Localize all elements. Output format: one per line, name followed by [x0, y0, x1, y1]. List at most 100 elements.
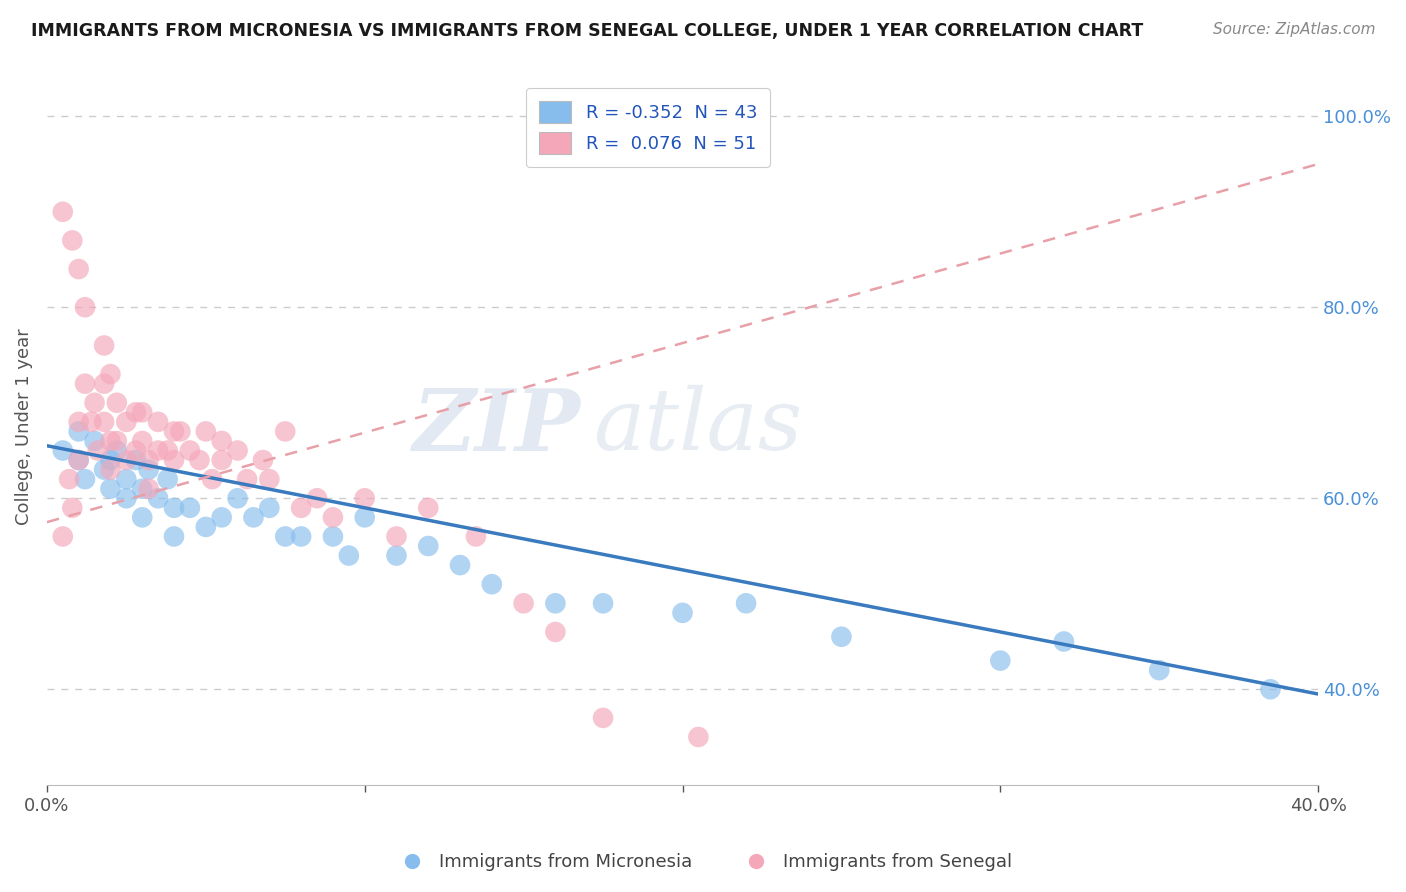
Legend: Immigrants from Micronesia, Immigrants from Senegal: Immigrants from Micronesia, Immigrants f…: [387, 847, 1019, 879]
Point: [1053, 634, 1076, 648]
Point: [226, 443, 249, 458]
Point: [131, 482, 153, 496]
Point: [735, 596, 758, 610]
Point: [259, 500, 281, 515]
Point: [105, 434, 128, 448]
Point: [418, 500, 440, 515]
Point: [131, 510, 153, 524]
Point: [449, 558, 471, 573]
Point: [465, 529, 488, 543]
Point: [305, 491, 328, 506]
Point: [100, 482, 122, 496]
Point: [115, 415, 138, 429]
Point: [259, 472, 281, 486]
Text: ZIP: ZIP: [413, 384, 581, 468]
Point: [322, 510, 344, 524]
Point: [201, 472, 224, 486]
Point: [87, 443, 110, 458]
Point: [236, 472, 259, 486]
Point: [83, 434, 105, 448]
Point: [688, 730, 710, 744]
Point: [163, 453, 186, 467]
Point: [138, 453, 160, 467]
Point: [169, 425, 191, 439]
Point: [385, 549, 408, 563]
Legend: R = -0.352  N = 43, R =  0.076  N = 51: R = -0.352 N = 43, R = 0.076 N = 51: [526, 88, 770, 167]
Point: [194, 425, 217, 439]
Point: [115, 453, 138, 467]
Point: [100, 453, 122, 467]
Point: [242, 510, 264, 524]
Point: [67, 453, 90, 467]
Point: [512, 596, 534, 610]
Point: [125, 453, 148, 467]
Point: [1147, 663, 1170, 677]
Point: [179, 443, 201, 458]
Point: [93, 462, 115, 476]
Point: [385, 529, 408, 543]
Point: [67, 262, 90, 277]
Point: [146, 491, 169, 506]
Point: [592, 711, 614, 725]
Point: [988, 654, 1011, 668]
Point: [544, 596, 567, 610]
Point: [100, 462, 122, 476]
Point: [52, 204, 75, 219]
Point: [337, 549, 360, 563]
Point: [52, 529, 75, 543]
Point: [83, 396, 105, 410]
Point: [163, 425, 186, 439]
Point: [211, 453, 233, 467]
Point: [67, 425, 90, 439]
Point: [131, 405, 153, 419]
Point: [60, 500, 83, 515]
Point: [73, 376, 96, 391]
Point: [67, 415, 90, 429]
Point: [80, 415, 103, 429]
Point: [125, 405, 148, 419]
Point: [830, 630, 852, 644]
Point: [592, 596, 614, 610]
Text: atlas: atlas: [593, 385, 803, 468]
Point: [93, 376, 115, 391]
Point: [322, 529, 344, 543]
Point: [115, 491, 138, 506]
Point: [544, 624, 567, 639]
Point: [156, 443, 179, 458]
Point: [100, 434, 122, 448]
Point: [274, 529, 297, 543]
Point: [188, 453, 211, 467]
Point: [353, 510, 375, 524]
Point: [146, 443, 169, 458]
Point: [194, 520, 217, 534]
Point: [353, 491, 375, 506]
Point: [671, 606, 693, 620]
Point: [100, 367, 122, 381]
Point: [138, 462, 160, 476]
Point: [67, 453, 90, 467]
Y-axis label: College, Under 1 year: College, Under 1 year: [15, 328, 32, 525]
Point: [290, 529, 312, 543]
Point: [290, 500, 312, 515]
Point: [179, 500, 201, 515]
Point: [58, 472, 80, 486]
Point: [156, 472, 179, 486]
Point: [125, 443, 148, 458]
Point: [105, 396, 128, 410]
Point: [73, 300, 96, 314]
Point: [226, 491, 249, 506]
Point: [211, 510, 233, 524]
Point: [163, 529, 186, 543]
Point: [163, 500, 186, 515]
Point: [93, 338, 115, 352]
Point: [60, 234, 83, 248]
Point: [1260, 682, 1282, 697]
Text: Source: ZipAtlas.com: Source: ZipAtlas.com: [1212, 22, 1375, 37]
Point: [73, 472, 96, 486]
Point: [211, 434, 233, 448]
Point: [418, 539, 440, 553]
Text: IMMIGRANTS FROM MICRONESIA VS IMMIGRANTS FROM SENEGAL COLLEGE, UNDER 1 YEAR CORR: IMMIGRANTS FROM MICRONESIA VS IMMIGRANTS…: [31, 22, 1143, 40]
Point: [274, 425, 297, 439]
Point: [131, 434, 153, 448]
Point: [481, 577, 503, 591]
